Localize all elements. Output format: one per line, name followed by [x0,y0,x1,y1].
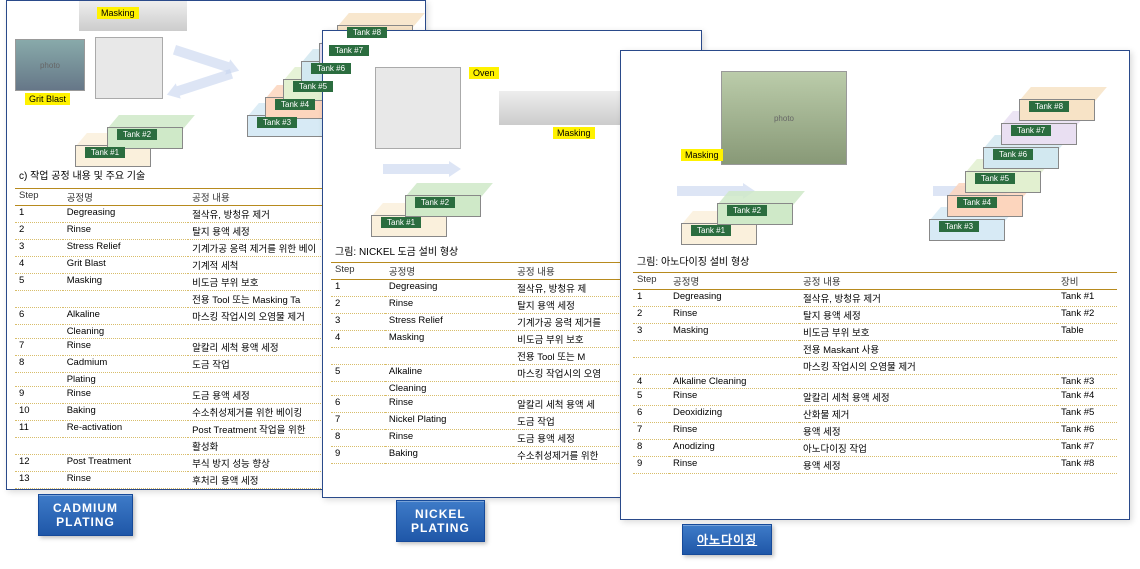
tank-label: Tank #1 [691,225,731,236]
tank: Tank #2 [717,199,797,227]
tank: Tank #6 [983,143,1063,171]
oven-cadmium [95,37,163,99]
tank: Tank #8 [1019,95,1099,123]
table-row: 8Anodizing아노다이징 작업Tank #7 [633,440,1117,457]
tank-label: Tank #5 [293,81,333,92]
masking-label-nickel: Masking [553,127,595,139]
table-row: 마스킹 작업시의 오염물 제거 [633,358,1117,375]
btn-cadmium[interactable]: CADMIUM PLATING [38,494,133,536]
grit-blast-label: Grit Blast [25,93,70,105]
arrow-ni [383,161,453,177]
arrow-cd-2 [172,66,234,100]
tank-label: Tank #3 [939,221,979,232]
oven-nickel [375,67,461,149]
btn-nickel[interactable]: NICKEL PLATING [396,500,485,542]
tank-label: Tank #2 [415,197,455,208]
table-row: 9Rinse용액 세정Tank #8 [633,457,1117,474]
tank-label: Tank #6 [993,149,1033,160]
table-row: 3Masking비도금 부위 보호Table [633,324,1117,341]
tank-label: Tank #8 [347,27,387,38]
tbody-anodize: 1Degreasing절삭유, 방청유 제거Tank #12Rinse탈지 용액… [633,290,1117,474]
col-step: Step [15,189,63,206]
tank-label: Tank #4 [957,197,997,208]
grit-blast-image: photo [15,39,85,91]
tank-label: Tank #5 [975,173,1015,184]
tank: Tank #7 [1001,119,1081,147]
table-row: 5Rinse알칼리 세척 용액 세정Tank #4 [633,389,1117,406]
table-row: 7Rinse용액 세정Tank #6 [633,423,1117,440]
caption-anodize: 그림: 아노다이징 설비 형상 [633,251,1117,270]
tank-label: Tank #4 [275,99,315,110]
table-anodize: Step공정명공정 내용장비 1Degreasing절삭유, 방청유 제거Tan… [633,272,1117,474]
tank-label: Tank #1 [381,217,421,228]
tank: Tank #5 [965,167,1045,195]
masking-table-nickel [499,91,639,125]
table-row: 2Rinse탈지 용액 세정Tank #2 [633,307,1117,324]
table-row: 4Alkaline CleaningTank #3 [633,375,1117,389]
tank-label: Tank #7 [1011,125,1051,136]
tank-label: Tank #2 [727,205,767,216]
oven-label-nickel: Oven [469,67,499,79]
tank: Tank #4 [947,191,1027,219]
masking-label-anodize: Masking [681,149,723,161]
diagram-anodize: photo Masking Tank #1 Tank #2 Tank #3 Tank … [621,51,1129,251]
table-row: 6Deoxidizing산화물 제거Tank #5 [633,406,1117,423]
masking-label-cadmium: Masking [97,7,139,19]
tank-label: Tank #6 [311,63,351,74]
tank-label: Tank #8 [1029,101,1069,112]
tank-label: Tank #1 [85,147,125,158]
tank: Tank #2 [405,191,485,219]
tank-label: Tank #2 [117,129,157,140]
tank-label: Tank #7 [329,45,369,56]
tank-label: Tank #3 [257,117,297,128]
tank: Tank #3 [929,215,1009,243]
table-row: 전용 Maskant 사용 [633,341,1117,358]
col-name: 공정명 [63,189,188,206]
panel-anodize: photo Masking Tank #1 Tank #2 Tank #3 Tank … [620,50,1130,520]
table-row: 1Degreasing절삭유, 방청유 제거Tank #1 [633,290,1117,307]
masking-photo: photo [721,71,847,165]
btn-anodize[interactable]: 아노다이징 [682,524,772,555]
